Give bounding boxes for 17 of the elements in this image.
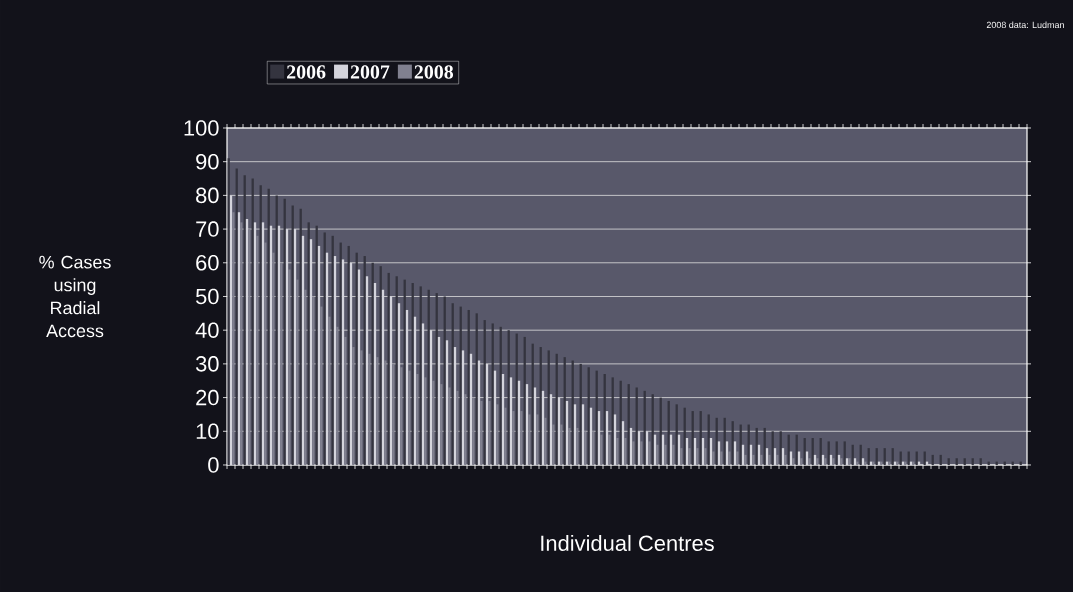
y-tick-label: 0: [208, 457, 219, 473]
y-tick-label: 60: [196, 255, 219, 271]
y-tick-label: 20: [196, 389, 219, 406]
x-axis-title: Individual Centres: [541, 534, 714, 552]
y-tick-label: 40: [195, 322, 219, 338]
y-tick-label: 90: [196, 153, 219, 170]
y-tick-label: 70: [196, 221, 219, 237]
y-tick-label: 80: [196, 187, 219, 204]
y-tick-label: 30: [195, 356, 219, 372]
y-axis-title: % Cases using Radial Access: [39, 255, 111, 338]
y-tick-label: 50: [195, 288, 219, 305]
legend-label: 2007: [350, 65, 390, 79]
y-tick-label: 100: [184, 120, 219, 136]
y-tick-label: 10: [196, 423, 219, 440]
text: 2008 data: Ludman: [986, 21, 1064, 29]
legend-label: 2008: [414, 65, 454, 79]
legend-label: 2006: [287, 65, 326, 79]
